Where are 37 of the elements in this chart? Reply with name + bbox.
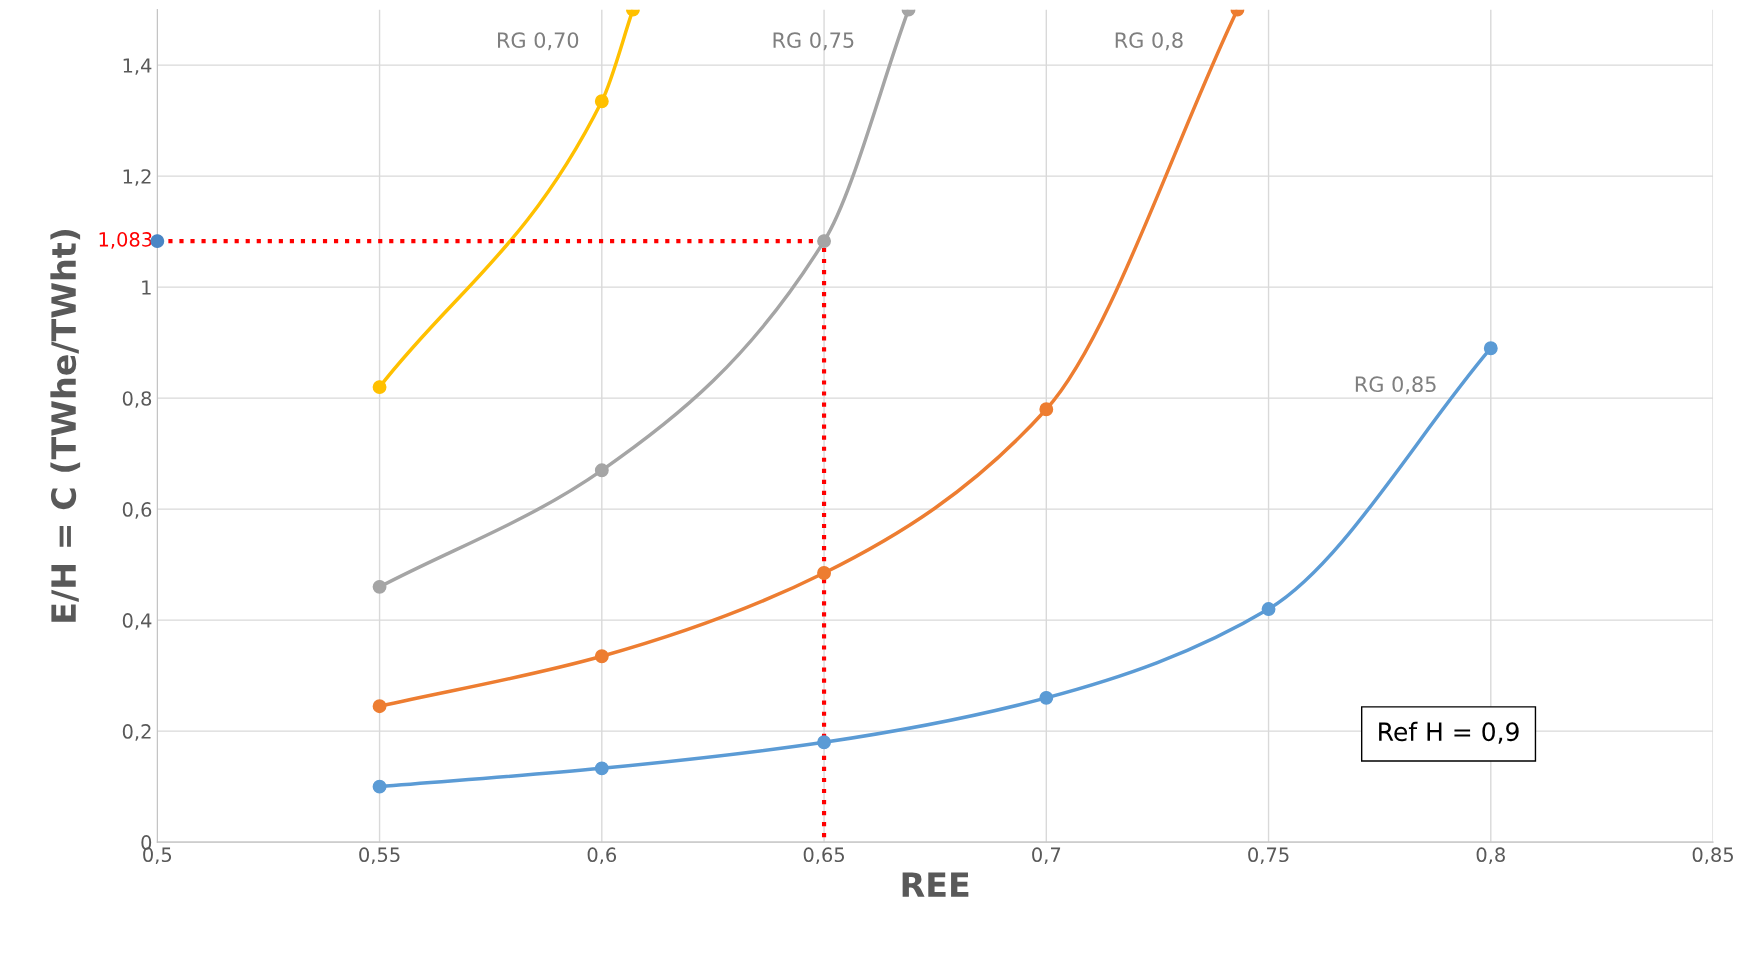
- y-tick-label: 0,8: [122, 391, 152, 408]
- point: [817, 234, 832, 249]
- x-tick-label: 0,75: [1248, 847, 1289, 865]
- series-label: RG 0,70: [498, 32, 579, 51]
- point: [594, 761, 609, 776]
- y-axis-title: E/H = C (TWhe/TWht): [50, 229, 81, 622]
- y-tick-label: 0,4: [122, 613, 152, 630]
- point: [594, 463, 609, 478]
- point: [372, 779, 387, 794]
- annotation: Ref H = 0,9: [1379, 721, 1519, 744]
- point: [817, 566, 832, 580]
- x-tick-label: 0,6: [587, 847, 617, 865]
- point: [372, 699, 387, 714]
- x-axis-title: REE: [902, 872, 969, 897]
- y-tick-label: 0,2: [122, 724, 151, 741]
- point: [594, 649, 609, 664]
- point: [1483, 341, 1498, 356]
- x-tick-label: 0,65: [803, 847, 845, 865]
- point: [372, 579, 387, 594]
- point: [1039, 402, 1054, 417]
- point: [817, 735, 832, 750]
- series-label: RG 0,75: [773, 32, 854, 51]
- y-tick-label: 1,4: [123, 58, 152, 75]
- point: [372, 380, 387, 395]
- x-tick-label: 0,8: [1476, 847, 1505, 865]
- point: [594, 94, 609, 109]
- series-label: RG 0,8: [1115, 32, 1183, 51]
- annotation: 1,083: [99, 232, 152, 249]
- series-label: RG 0,85: [1355, 376, 1436, 395]
- y-tick-label: 1: [142, 280, 151, 295]
- y-tick-label: 1,2: [123, 169, 151, 186]
- point: [1261, 602, 1276, 617]
- point: [1039, 690, 1054, 705]
- x-tick-label: 0,7: [1032, 847, 1061, 865]
- y-tick-label: 0,6: [122, 502, 152, 519]
- x-tick-label: 0,85: [1692, 847, 1733, 865]
- x-tick-label: 0,55: [359, 847, 400, 865]
